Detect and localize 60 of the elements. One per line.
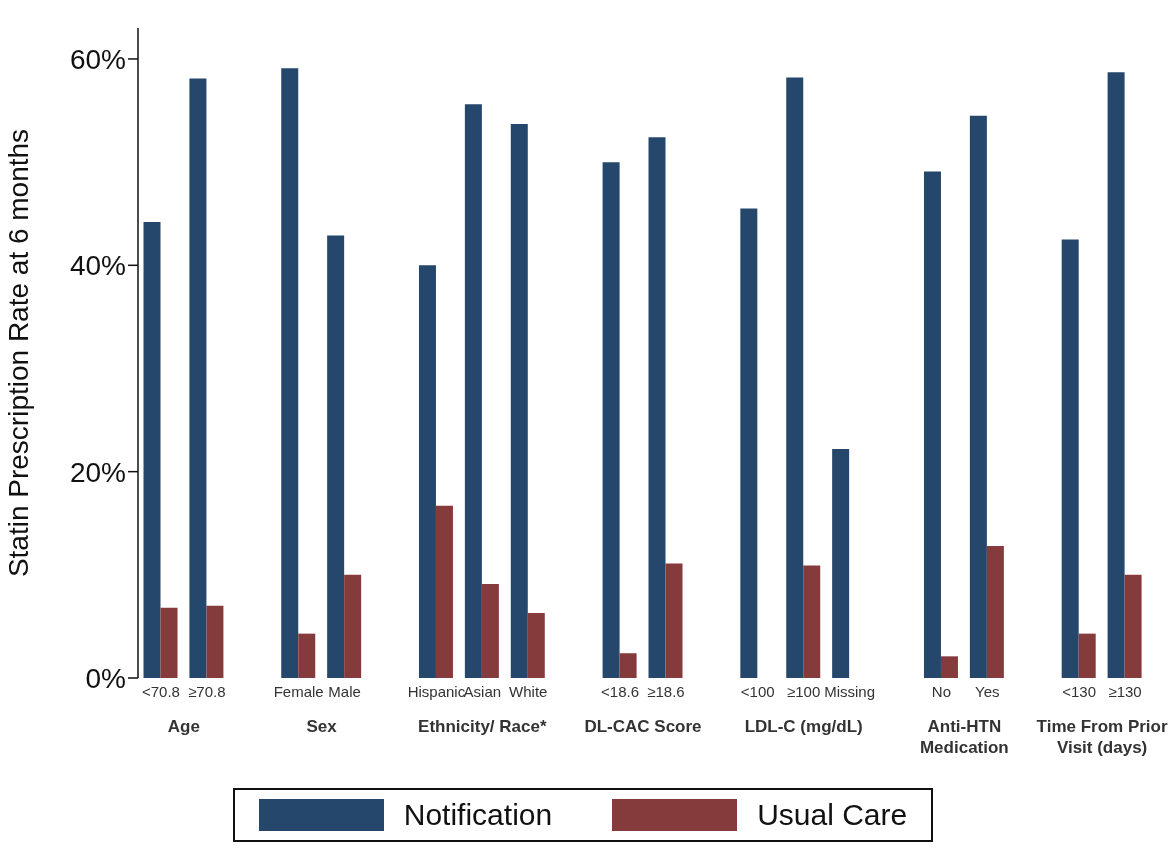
y-tick-label: 60% bbox=[69, 43, 126, 75]
bar bbox=[418, 265, 436, 678]
x-tick-label: Hispanic bbox=[407, 682, 466, 700]
bar bbox=[344, 574, 362, 678]
bar bbox=[1078, 633, 1096, 678]
x-tick-label: Yes bbox=[975, 682, 1000, 700]
y-axis-title: Statin Prescription Rate at 6 months bbox=[2, 128, 34, 578]
bar bbox=[1124, 574, 1142, 678]
bar bbox=[435, 505, 453, 678]
bar bbox=[527, 613, 545, 678]
legend-label: Usual Care bbox=[757, 798, 908, 832]
x-tick-label: No bbox=[931, 682, 951, 700]
text: DL-CAC Score bbox=[583, 716, 703, 737]
x-tick-label: ≥18.6 bbox=[647, 682, 685, 700]
y-tick-label: 20% bbox=[69, 456, 126, 488]
bar bbox=[1107, 72, 1125, 678]
x-tick-label: Asian bbox=[463, 682, 502, 700]
bar bbox=[464, 104, 482, 678]
text: Age bbox=[166, 716, 201, 737]
bar bbox=[986, 545, 1004, 678]
bar bbox=[786, 77, 804, 678]
text: Anti-HTN Medication bbox=[919, 717, 1009, 757]
bar bbox=[160, 607, 178, 678]
legend-label: Notification bbox=[403, 798, 553, 832]
x-tick-label: ≥130 bbox=[1108, 682, 1142, 700]
x-tick-label: White bbox=[509, 682, 548, 700]
y-tick-label: 0% bbox=[85, 662, 126, 694]
bar bbox=[481, 584, 499, 678]
x-tick-label: <70.8 bbox=[141, 682, 180, 700]
x-tick-label: Male bbox=[328, 682, 361, 700]
bar bbox=[665, 563, 683, 678]
bar bbox=[510, 123, 528, 678]
bar bbox=[940, 656, 958, 678]
text: LDL-C (mg/dL) bbox=[743, 716, 864, 737]
x-tick-label: ≥70.8 bbox=[188, 682, 226, 700]
bar bbox=[206, 605, 224, 678]
bar bbox=[602, 162, 620, 678]
bar bbox=[648, 137, 666, 678]
bar bbox=[619, 653, 637, 678]
x-tick-label: <130 bbox=[1062, 682, 1097, 700]
x-tick-label: Missing bbox=[824, 682, 876, 700]
x-tick-label: ≥100 bbox=[787, 682, 821, 700]
bar bbox=[969, 115, 987, 678]
x-tick-label: <18.6 bbox=[601, 682, 640, 700]
bar bbox=[740, 208, 758, 678]
bar bbox=[1061, 239, 1079, 678]
bar bbox=[803, 565, 821, 678]
text: Sex bbox=[305, 716, 338, 737]
x-tick-label: <100 bbox=[740, 682, 775, 700]
x-tick-label: Female bbox=[273, 682, 324, 700]
bar bbox=[281, 68, 299, 678]
text: Time From Prior Visit (days) bbox=[1035, 716, 1169, 758]
y-tick-label: 40% bbox=[69, 250, 126, 282]
bar bbox=[189, 78, 207, 678]
bar bbox=[327, 235, 345, 678]
bar bbox=[923, 171, 941, 678]
bar bbox=[298, 633, 316, 678]
bar bbox=[143, 221, 161, 678]
text: Ethnicity/ Race* bbox=[417, 716, 548, 737]
bar bbox=[832, 448, 850, 678]
